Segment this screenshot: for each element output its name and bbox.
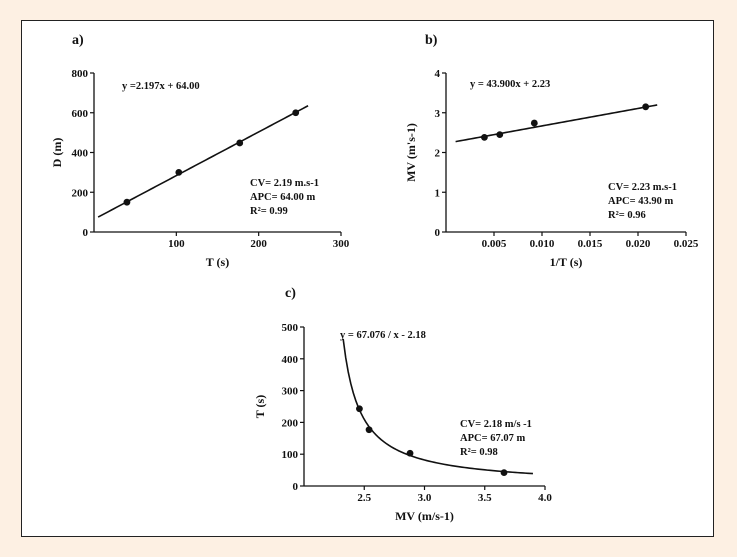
data-point	[500, 469, 508, 477]
fit-stat: R²= 0.96	[608, 210, 646, 221]
fit-stat: APC= 67.07 m	[460, 433, 525, 444]
fit-line	[342, 338, 533, 475]
fit-stat: R²= 0.99	[250, 206, 288, 217]
fit-equation: y = 43.900x + 2.23	[470, 79, 550, 90]
data-point	[496, 131, 504, 139]
x-axis-title: MV (m/s-1)	[395, 509, 454, 523]
x-tick-label: 0.015	[578, 238, 603, 250]
fit-stat: CV= 2.18 m/s -1	[460, 419, 532, 430]
x-tick-label: 0.005	[482, 238, 507, 250]
data-point	[642, 103, 650, 111]
y-axis-title: MV (m's-1)	[404, 123, 418, 182]
y-tick-label: 0	[83, 227, 89, 239]
data-point	[365, 426, 373, 434]
x-tick-label: 3.5	[478, 492, 492, 504]
fit-equation: y = 67.076 / x - 2.18	[340, 330, 426, 341]
data-point	[236, 139, 244, 147]
fit-stat: CV= 2.23 m.s-1	[608, 182, 677, 193]
panel-label: c)	[285, 286, 296, 301]
x-axis-title: 1/T (s)	[550, 255, 583, 269]
x-tick-label: 200	[250, 238, 267, 250]
y-tick-label: 4	[435, 68, 441, 80]
chart-panel-1: 0 200 400 600 800 100 200 300 T (s) D (m) a) y =2.1…	[50, 33, 350, 269]
x-tick-label: 2.5	[357, 492, 371, 504]
y-tick-label: 200	[282, 417, 299, 429]
fit-line	[455, 104, 658, 143]
data-point	[123, 198, 131, 206]
y-tick-label: 300	[282, 386, 299, 398]
y-tick-label: 500	[282, 322, 299, 334]
y-tick-label: 800	[72, 68, 89, 80]
chart-panel-2: 0 1 2 3 4 0.005 0.010 0.015 0.020 0.025 1/T (s) MV …	[404, 33, 699, 269]
fit-stat: CV= 2.19 m.s-1	[250, 178, 319, 189]
x-tick-label: 3.0	[418, 492, 432, 504]
y-tick-label: 100	[282, 449, 299, 461]
x-axis-title: T (s)	[206, 255, 229, 269]
data-point	[175, 168, 183, 176]
fit-equation: y =2.197x + 64.00	[122, 81, 200, 92]
data-point	[292, 109, 300, 117]
y-tick-label: 2	[435, 148, 441, 160]
fit-stat: R²= 0.98	[460, 447, 498, 458]
y-tick-label: 0	[435, 227, 441, 239]
data-point	[481, 133, 488, 141]
fit-stat: APC= 64.00 m	[250, 192, 315, 203]
y-axis-title: D (m)	[50, 138, 64, 168]
panel-label: a)	[72, 33, 84, 48]
y-tick-label: 200	[72, 187, 89, 199]
y-tick-label: 600	[72, 108, 89, 120]
data-point	[530, 119, 538, 127]
y-tick-label: 1	[435, 187, 441, 199]
y-tick-label: 400	[282, 354, 299, 366]
figure-panel	[21, 20, 714, 537]
x-tick-label: 300	[333, 238, 350, 250]
fit-stat: APC= 43.90 m	[608, 196, 673, 207]
chart-panel-3: 0 100 200 300 400 500 2.5 3.0 3.5 4.0 MV (m/s-1) T …	[253, 286, 552, 523]
data-point	[356, 405, 363, 413]
x-tick-label: 0.020	[626, 238, 651, 250]
y-axis-title: T (s)	[253, 395, 267, 418]
x-tick-label: 0.010	[530, 238, 555, 250]
x-tick-label: 100	[168, 238, 185, 250]
panel-label: b)	[425, 33, 438, 48]
y-tick-label: 3	[435, 108, 441, 120]
y-tick-label: 0	[293, 481, 299, 493]
x-tick-label: 4.0	[538, 492, 552, 504]
y-tick-label: 400	[72, 148, 89, 160]
fit-line	[97, 105, 309, 218]
data-point	[406, 449, 414, 457]
x-tick-label: 0.025	[674, 238, 699, 250]
